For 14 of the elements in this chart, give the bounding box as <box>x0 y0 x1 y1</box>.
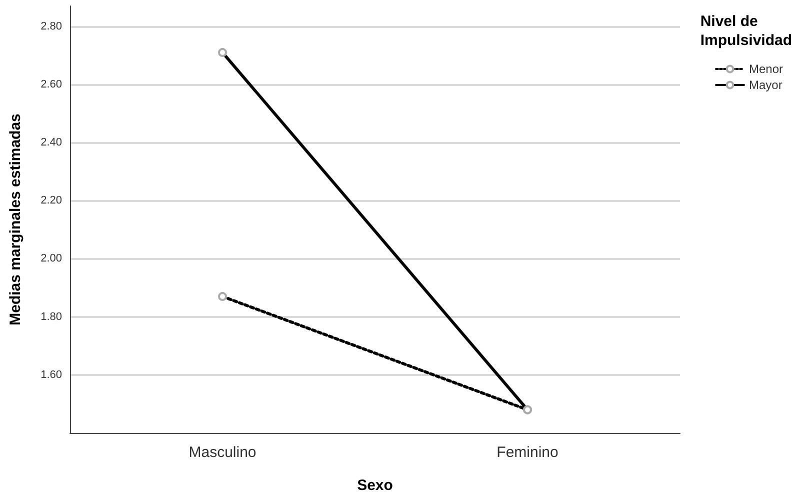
y-tick-label: 2.80 <box>40 20 62 32</box>
legend-label: Mayor <box>748 78 782 92</box>
x-tick-label: Feminino <box>496 444 558 461</box>
y-axis-title: Medias marginales estimadas <box>7 114 24 326</box>
y-tick-label: 1.80 <box>40 310 62 323</box>
y-tick-label: 2.00 <box>40 252 62 265</box>
x-axis-title: Sexo <box>357 477 393 494</box>
legend-label: Menor <box>748 62 784 76</box>
y-tick-label: 2.40 <box>40 136 62 149</box>
x-tick-label: Masculino <box>188 444 256 461</box>
legend-title: Nivel de Impulsividad <box>700 13 792 49</box>
y-tick-label: 2.60 <box>40 78 62 90</box>
y-tick-label: 2.20 <box>40 194 62 207</box>
y-tick-label: 1.60 <box>40 368 62 381</box>
